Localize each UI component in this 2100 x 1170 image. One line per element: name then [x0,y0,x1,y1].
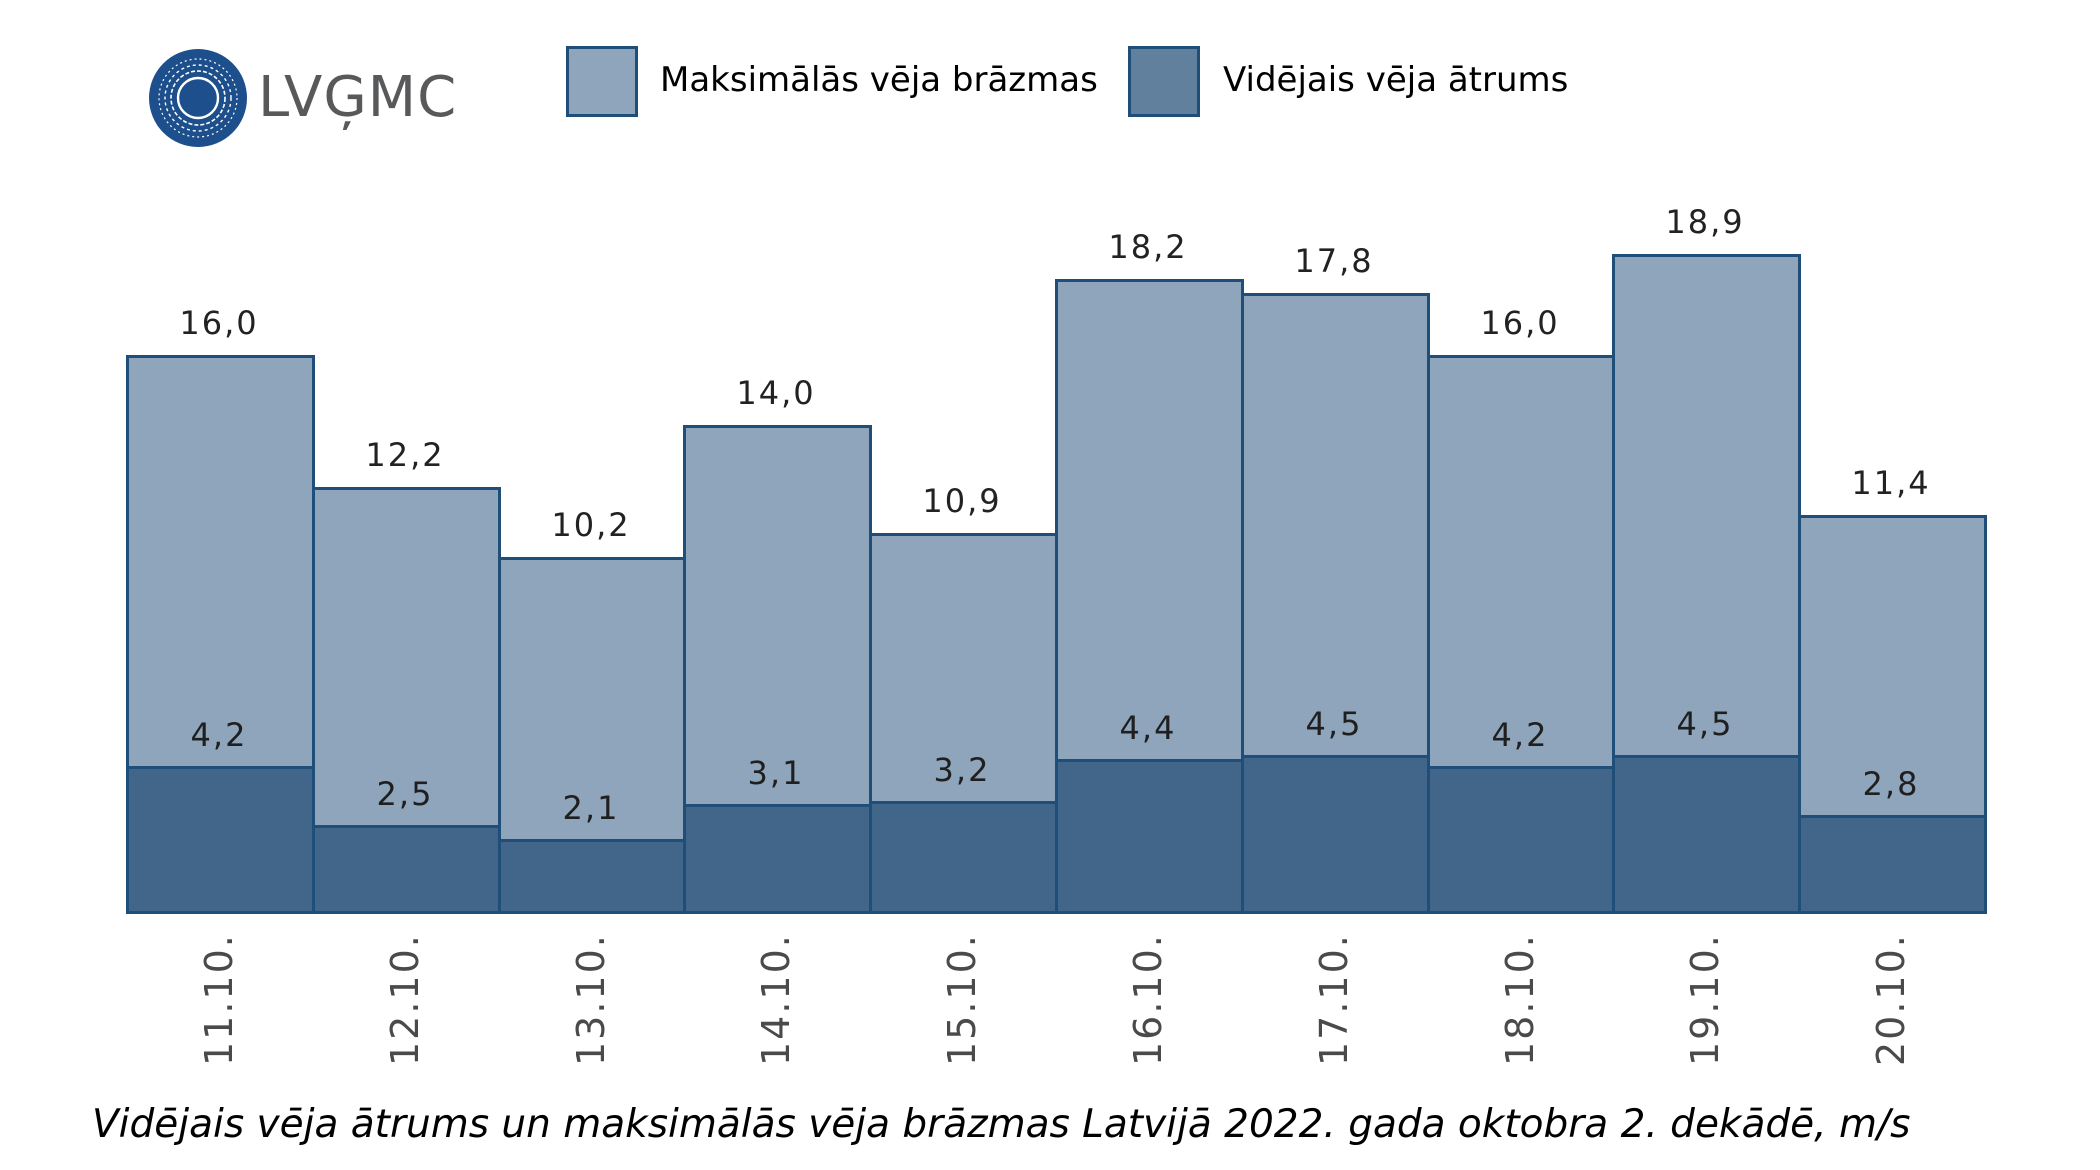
value-label-max: 10,2 [551,506,631,544]
value-label-max: 16,0 [179,304,259,342]
value-label-max: 14,0 [736,374,816,412]
bar-avg-speed [498,839,686,914]
value-label-max: 17,8 [1294,242,1374,280]
value-label-avg: 4,4 [1119,709,1177,747]
value-label-max: 18,2 [1108,228,1188,266]
bar-avg-speed [1427,766,1615,914]
x-axis-label: 14.10. [754,933,798,1066]
legend-swatch-max-gusts [566,46,638,117]
chart-caption: Vidējais vēja ātrums un maksimālās vēja … [92,1102,1911,1147]
value-label-avg: 2,8 [1862,765,1920,803]
value-label-max: 12,2 [365,436,445,474]
value-label-max: 10,9 [922,482,1002,520]
legend-swatch-avg-speed [1128,46,1200,117]
value-label-avg: 2,1 [562,789,620,827]
value-label-avg: 4,5 [1305,705,1363,743]
bar-avg-speed [1055,759,1244,914]
bar-avg-speed [126,766,315,914]
lvgmc-logo-icon [149,49,247,147]
legend-label-max-gusts: Maksimālās vēja brāzmas [660,60,1098,100]
value-label-avg: 2,5 [376,775,434,813]
x-axis-label: 16.10. [1126,933,1170,1066]
lvgmc-logo: LVĢMC [148,48,468,148]
legend-label-avg-speed: Vidējais vēja ātrums [1223,60,1569,100]
x-axis-label: 17.10. [1312,933,1356,1066]
bar-avg-speed [312,825,501,914]
bar-avg-speed [1241,755,1430,914]
value-label-max: 16,0 [1480,304,1560,342]
x-axis-label: 20.10. [1869,933,1913,1066]
value-label-avg: 4,2 [1491,716,1549,754]
logo-text: LVĢMC [258,65,458,130]
value-label-max: 18,9 [1665,203,1745,241]
bar-avg-speed [683,804,872,914]
x-axis-label: 13.10. [569,933,613,1066]
value-label-max: 11,4 [1851,464,1931,502]
value-label-avg: 4,5 [1676,705,1734,743]
bar-avg-speed [869,801,1058,914]
x-axis-label: 19.10. [1683,933,1727,1066]
x-axis-label: 15.10. [940,933,984,1066]
x-axis-label: 11.10. [197,933,241,1066]
x-axis-label: 12.10. [383,933,427,1066]
value-label-avg: 3,2 [933,751,991,789]
bar-avg-speed [1798,815,1987,914]
x-axis-label: 18.10. [1498,933,1542,1066]
bar-avg-speed [1612,755,1801,914]
value-label-avg: 4,2 [190,716,248,754]
value-label-avg: 3,1 [747,754,805,792]
